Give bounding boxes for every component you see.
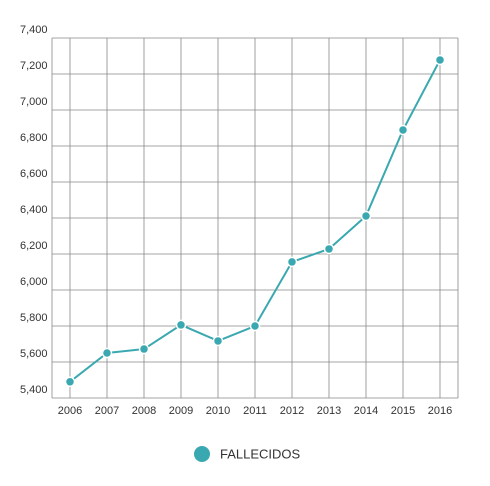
x-tick-label: 2007	[95, 405, 119, 417]
y-tick-label: 7,000	[20, 96, 48, 108]
x-tick-label: 2015	[391, 405, 415, 417]
data-point	[397, 124, 409, 136]
data-point	[249, 320, 261, 332]
x-tick-label: 2010	[206, 405, 230, 417]
y-tick-label: 7,200	[20, 60, 48, 72]
y-tick-label: 6,600	[20, 168, 48, 180]
x-tick-label: 2013	[317, 405, 341, 417]
data-point	[64, 376, 76, 388]
y-tick-label: 5,800	[20, 312, 48, 324]
x-tick-label: 2016	[428, 405, 452, 417]
x-tick-label: 2009	[169, 405, 193, 417]
y-tick-label: 7,400	[20, 24, 48, 36]
data-point	[434, 54, 446, 66]
x-tick-label: 2008	[132, 405, 156, 417]
data-point	[360, 210, 372, 222]
y-tick-label: 5,600	[20, 348, 48, 360]
y-tick-label: 6,400	[20, 204, 48, 216]
x-tick-label: 2011	[243, 405, 267, 417]
data-point	[286, 256, 298, 268]
data-point	[212, 335, 224, 347]
y-tick-label: 6,200	[20, 240, 48, 252]
legend-label: FALLECIDOS	[220, 446, 301, 461]
data-point	[323, 243, 335, 255]
data-point	[175, 319, 187, 331]
y-tick-label: 5,400	[20, 384, 48, 396]
data-point	[101, 347, 113, 359]
x-tick-label: 2006	[58, 405, 82, 417]
data-point	[138, 343, 150, 355]
y-tick-label: 6,800	[20, 132, 48, 144]
legend-marker	[194, 446, 210, 462]
x-tick-label: 2012	[280, 405, 304, 417]
y-tick-label: 6,000	[20, 276, 48, 288]
x-tick-label: 2014	[354, 405, 378, 417]
